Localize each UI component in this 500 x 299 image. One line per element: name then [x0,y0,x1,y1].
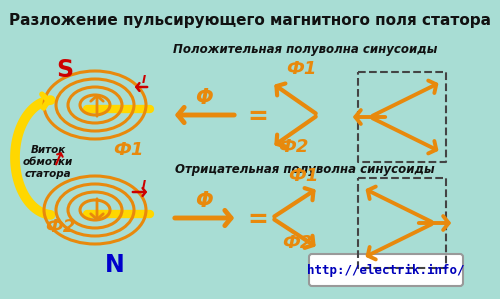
FancyBboxPatch shape [309,254,463,286]
Text: =: = [248,105,268,129]
Text: I: I [142,180,146,190]
Text: =: = [248,208,268,232]
Text: Положительная полуволна синусоиды: Положительная полуволна синусоиды [173,43,437,56]
Text: I: I [142,75,146,85]
Text: Φ: Φ [195,88,213,108]
Text: Ф1: Ф1 [113,141,144,159]
Text: http://electrik.info/: http://electrik.info/ [307,263,465,277]
Text: Отрицательная полуволна синусоиды: Отрицательная полуволна синусоиды [175,163,435,176]
Text: Ф1: Ф1 [286,60,316,78]
Text: N: N [105,253,125,277]
Text: Разложение пульсирующего магнитного поля статора: Разложение пульсирующего магнитного поля… [9,13,491,28]
Text: Ф1: Ф1 [288,167,318,185]
Text: Ф2: Ф2 [278,138,308,156]
Text: Φ: Φ [195,191,213,211]
Text: Ф2: Ф2 [45,218,76,236]
Text: Ф2: Ф2 [282,234,312,252]
Text: Виток
обмотки
статора: Виток обмотки статора [23,145,73,179]
Text: S: S [56,58,74,82]
